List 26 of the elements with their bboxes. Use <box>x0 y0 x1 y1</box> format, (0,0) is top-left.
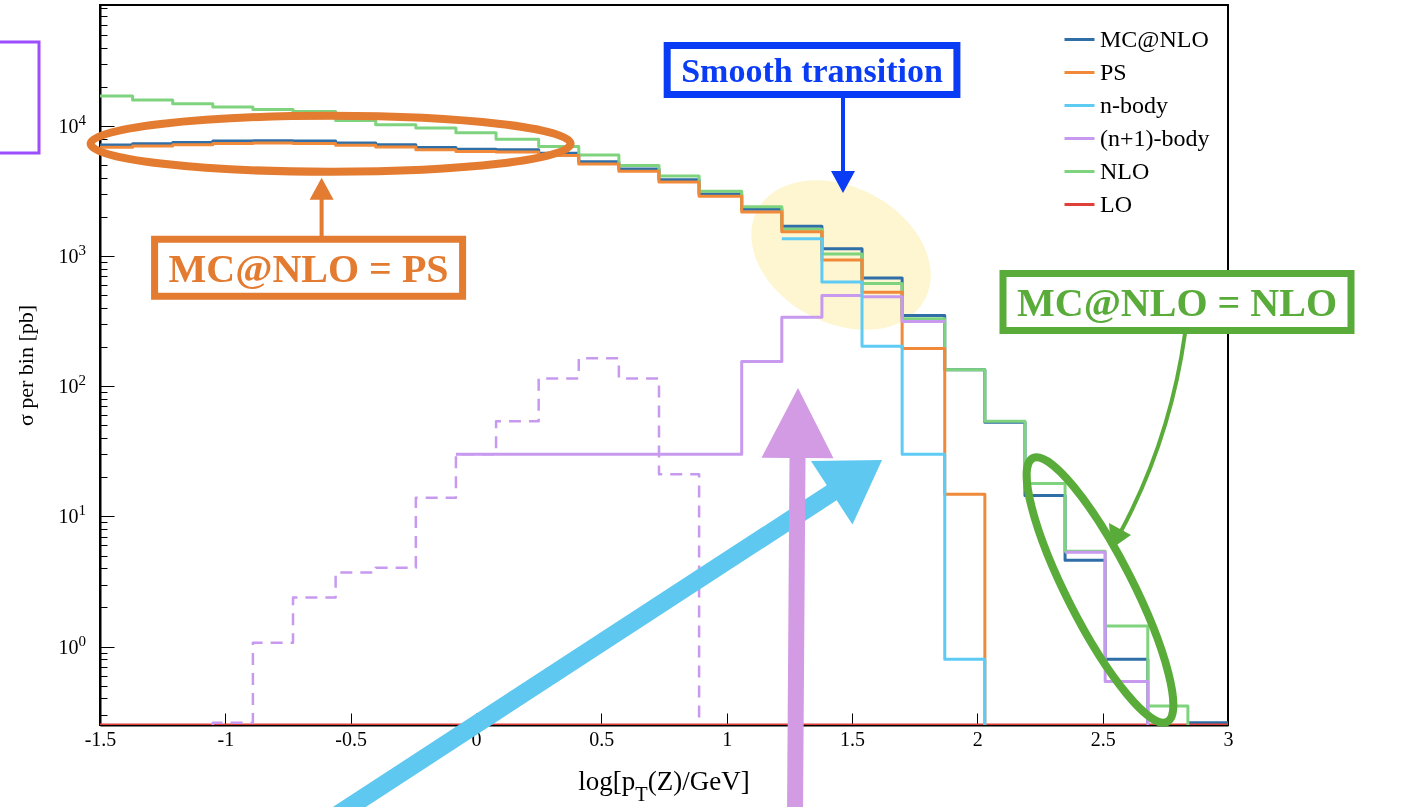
y-axis-title: σ per bin [pb] <box>13 304 38 427</box>
x-tick-label: 2.5 <box>1090 727 1116 750</box>
x-tick-label: 3 <box>1223 727 1234 750</box>
x-tick-label: 0.5 <box>589 727 615 750</box>
x-tick-label: 1.5 <box>840 727 865 750</box>
x-tick-label: 2 <box>972 727 983 750</box>
annotation: Smooth transition <box>681 51 943 89</box>
line-series <box>780 237 987 725</box>
legend-label: MC@NLO <box>1100 25 1209 52</box>
annotation: MC@NLO = NLO <box>1017 279 1337 325</box>
annotation: MC@NLO = PS <box>168 245 449 291</box>
y-tick-label: 10$^{4}$ <box>58 111 87 137</box>
legend-label: PS <box>1100 58 1127 85</box>
y-tick-label: 10$^{0}$ <box>58 632 86 658</box>
y-tick-label: 10$^{1}$ <box>58 502 86 528</box>
x-tick-label: -1.5 <box>84 727 117 750</box>
legend-label: NLO <box>1100 157 1150 184</box>
x-tick-label: 1 <box>722 727 733 750</box>
x-axis-title: log[p$_{T}$(Z)/GeV] <box>578 766 750 805</box>
legend-label: n-body <box>1100 91 1168 118</box>
y-tick-label: 10$^{2}$ <box>58 372 86 398</box>
y-tick-label: 10$^{3}$ <box>58 242 86 268</box>
x-tick-label: -0.5 <box>335 727 367 750</box>
legend-label: LO <box>1100 190 1132 217</box>
legend-label: (n+1)-body <box>1100 124 1210 151</box>
x-tick-label: -1 <box>217 727 235 750</box>
